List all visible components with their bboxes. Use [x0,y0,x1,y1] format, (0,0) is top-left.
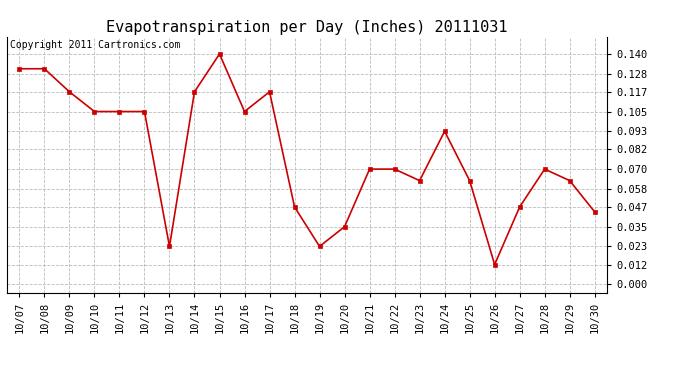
Title: Evapotranspiration per Day (Inches) 20111031: Evapotranspiration per Day (Inches) 2011… [106,20,508,35]
Text: Copyright 2011 Cartronics.com: Copyright 2011 Cartronics.com [10,40,180,50]
